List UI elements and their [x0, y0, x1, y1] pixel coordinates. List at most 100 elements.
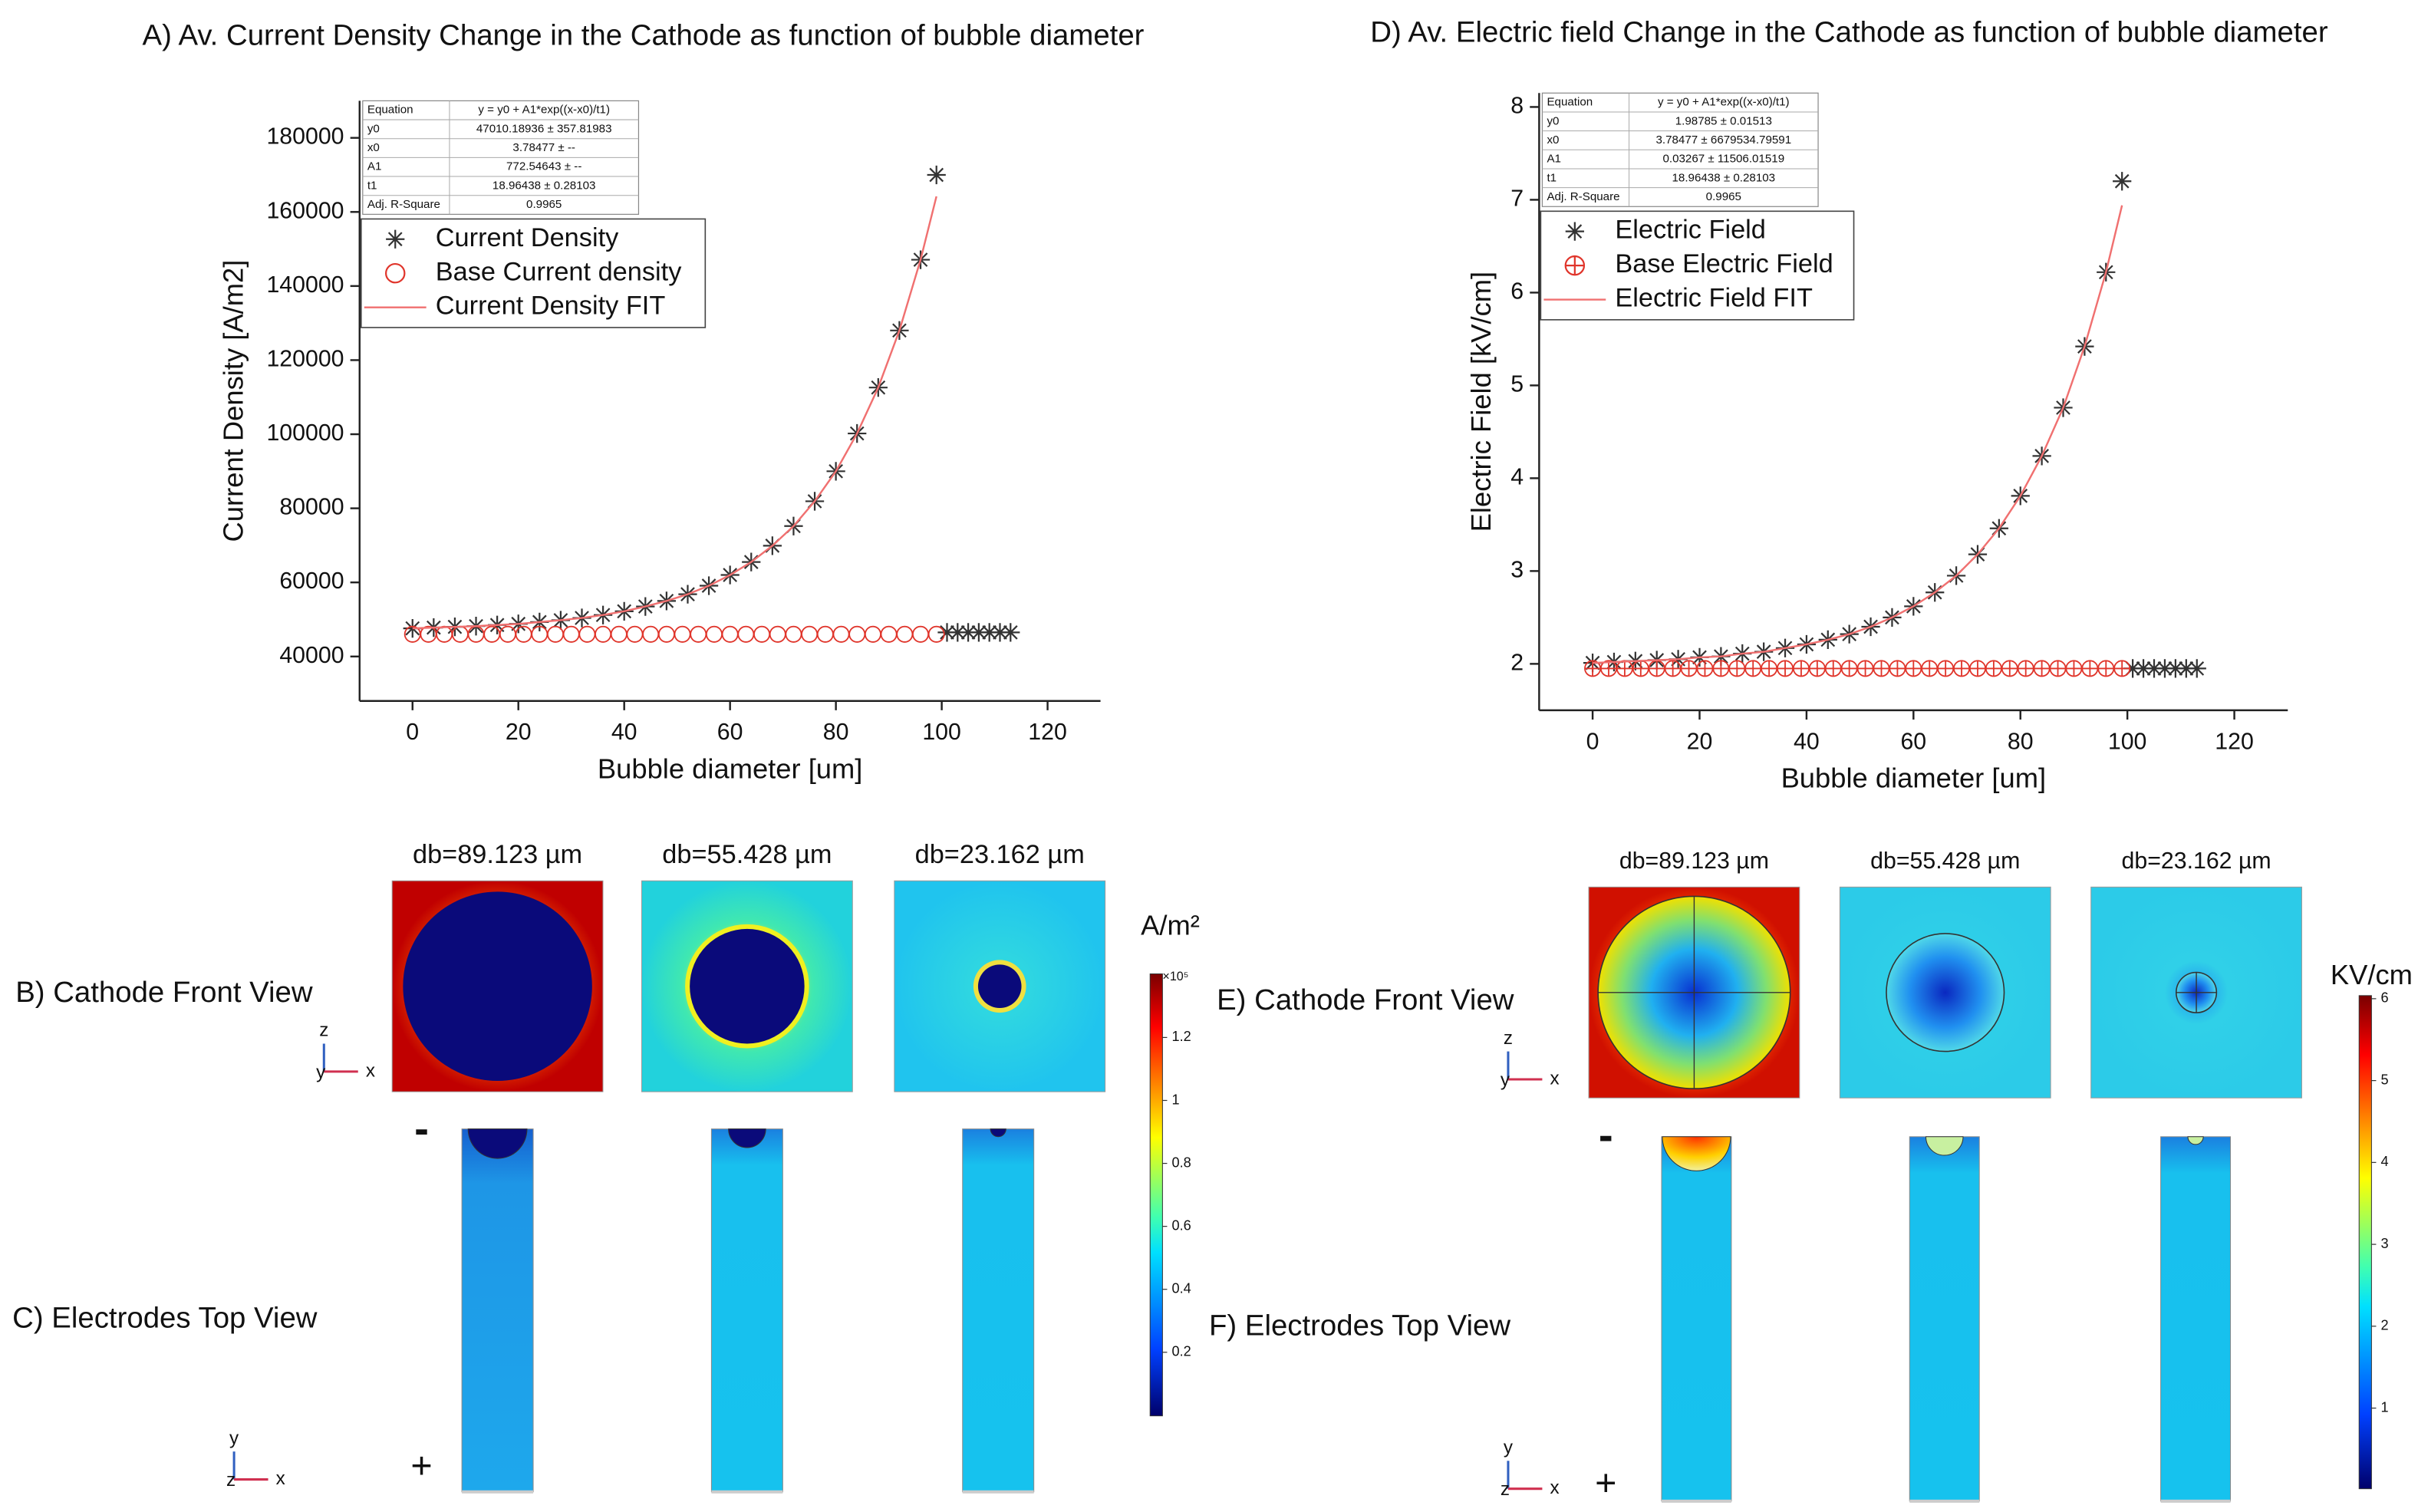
data-point	[1664, 660, 1682, 677]
table-cell: x0	[1547, 133, 1559, 147]
polarity: +	[410, 1445, 432, 1487]
axis-letter: z	[319, 1020, 328, 1041]
data-point	[1632, 660, 1649, 677]
data-point	[896, 625, 914, 643]
table-cell: 18.96438 ± 0.28103	[1672, 171, 1776, 184]
axis-letter: y	[316, 1062, 326, 1082]
x-tick-label: 40	[1794, 729, 1820, 754]
data-point	[1777, 660, 1794, 677]
axis-letter: z	[1504, 1028, 1513, 1049]
data-point	[2187, 659, 2206, 678]
diameter-label: db=55.428 µm	[662, 840, 832, 869]
y-tick-label: 120000	[266, 346, 344, 371]
data-point	[2049, 660, 2067, 677]
x-tick-label: 0	[406, 720, 419, 745]
data-point	[969, 623, 989, 642]
table-cell: y0	[1547, 114, 1559, 127]
data-point	[769, 625, 786, 643]
y-axis-label: Electric Field [kV/cm]	[1465, 272, 1497, 532]
data-point	[848, 625, 866, 643]
data-point	[1616, 660, 1633, 677]
data-point	[1744, 660, 1762, 677]
data-point	[1968, 660, 1986, 677]
legend-swatch	[384, 262, 406, 284]
data-point	[1001, 623, 1020, 642]
axis-letter: y	[1501, 1069, 1510, 1090]
table-cell: 0.03267 ± 11506.01519	[1662, 153, 1784, 166]
axis-letter: y	[229, 1428, 239, 1448]
panel-label: E) Cathode Front View	[1217, 983, 1514, 1016]
data-point	[610, 625, 628, 643]
table-cell: 0.9965	[1706, 190, 1741, 203]
data-point	[1840, 660, 1858, 677]
data-point	[1873, 660, 1890, 677]
y-tick-label: 180000	[266, 124, 344, 150]
table-cell: Adj. R-Square	[1547, 190, 1619, 203]
colorbar-multiplier: ×10⁵	[1162, 970, 1188, 983]
data-point	[753, 625, 771, 643]
colorbar-unit: A/m²	[1141, 909, 1200, 940]
x-tick-label: 20	[1687, 729, 1713, 754]
data-point	[657, 625, 675, 643]
top-view-image	[710, 1128, 783, 1493]
table-cell: y0	[367, 122, 380, 135]
y-tick-label: 6	[1510, 278, 1524, 304]
data-point	[2166, 659, 2186, 678]
data-point	[690, 625, 707, 643]
table-cell: A1	[1547, 153, 1561, 166]
data-point	[2097, 660, 2115, 677]
data-point	[1712, 660, 1730, 677]
diameter-label: db=89.123 µm	[413, 840, 582, 869]
data-point	[1921, 660, 1939, 677]
table-cell: 3.78477 ± --	[512, 141, 575, 154]
data-point	[927, 625, 945, 643]
data-point	[2176, 659, 2196, 678]
x-tick-label: 80	[2008, 729, 2034, 754]
y-tick-label: 2	[1510, 650, 1524, 675]
data-point	[2144, 659, 2164, 678]
table-cell: y = y0 + A1*exp((x-x0)/t1)	[1658, 96, 1790, 109]
data-point	[1985, 660, 2002, 677]
polarity: +	[1595, 1462, 1616, 1504]
fit-line	[412, 196, 937, 630]
legend-label: Electric Field FIT	[1615, 284, 1813, 313]
data-point	[1824, 660, 1842, 677]
top-view-image	[1661, 1136, 1732, 1502]
x-tick-label: 60	[717, 720, 743, 745]
data-point	[578, 625, 596, 643]
data-point	[705, 625, 723, 643]
data-point	[546, 625, 565, 643]
data-point	[737, 625, 755, 643]
data-point	[864, 625, 881, 643]
bubble-top	[467, 1128, 528, 1159]
polarity: -	[414, 1105, 429, 1153]
y-tick-label: 3	[1510, 557, 1524, 582]
colorbar-tick-label: 0.8	[1172, 1155, 1191, 1170]
data-point	[801, 625, 819, 643]
data-point	[499, 625, 516, 643]
legend	[360, 218, 707, 328]
bubble	[403, 891, 592, 1082]
table-cell: 772.54643 ± --	[506, 160, 581, 173]
colorbar-tick-label: 0.4	[1172, 1281, 1191, 1296]
data-point	[2001, 660, 2018, 677]
data-point	[1808, 660, 1826, 677]
x-axis-label: Bubble diameter [um]	[598, 753, 863, 784]
diameter-label: db=23.162 µm	[915, 840, 1085, 869]
top-view-image	[461, 1128, 534, 1493]
data-point	[990, 623, 1010, 642]
data-point	[816, 625, 834, 643]
data-point	[1696, 660, 1714, 677]
bubble	[1886, 933, 2005, 1052]
x-axis-label: Bubble diameter [um]	[1781, 762, 2047, 793]
legend-label: Base Electric Field	[1615, 249, 1833, 278]
data-point	[1953, 660, 1971, 677]
colorbar-tick-label: 6	[2381, 990, 2389, 1006]
diameter-label: db=89.123 µm	[1619, 848, 1769, 874]
chart-title: D) Av. Electric field Change in the Cath…	[1370, 16, 2328, 49]
table-cell: x0	[367, 141, 380, 154]
data-point	[1761, 660, 1778, 677]
legend-swatch	[1565, 222, 1584, 241]
data-point	[1680, 660, 1698, 677]
data-point	[2113, 172, 2132, 191]
